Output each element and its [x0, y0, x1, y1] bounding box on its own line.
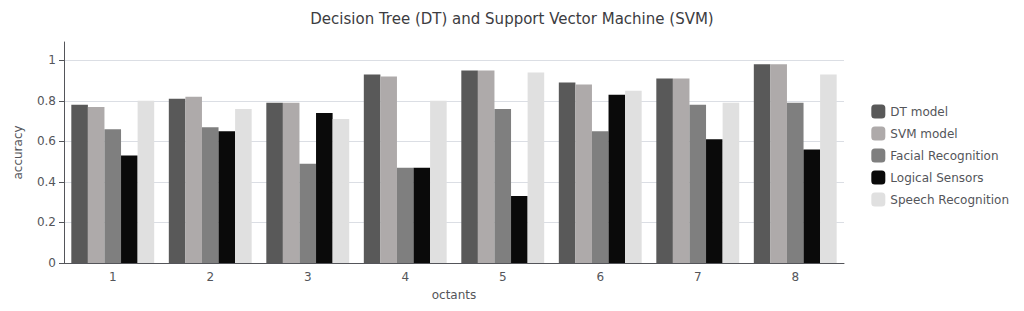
svg-text:accuracy: accuracy — [11, 125, 25, 179]
svg-text:Speech Recognition: Speech Recognition — [890, 193, 1009, 207]
svg-text:Logical Sensors: Logical Sensors — [890, 171, 983, 185]
svg-text:0.8: 0.8 — [37, 94, 56, 108]
svg-text:Facial Recognition: Facial Recognition — [890, 149, 998, 163]
svg-text:0: 0 — [48, 256, 56, 270]
svg-text:octants: octants — [432, 288, 477, 302]
svg-text:0.2: 0.2 — [37, 215, 56, 229]
svg-text:4: 4 — [401, 270, 409, 284]
svg-text:8: 8 — [791, 270, 799, 284]
svg-text:Decision Tree (DT) and Support: Decision Tree (DT) and Support Vector Ma… — [310, 10, 713, 28]
svg-text:7: 7 — [694, 270, 702, 284]
svg-text:0.4: 0.4 — [37, 175, 56, 189]
svg-text:SVM model: SVM model — [890, 127, 957, 141]
svg-text:5: 5 — [499, 270, 507, 284]
svg-text:DT model: DT model — [890, 105, 948, 119]
svg-text:1: 1 — [48, 53, 56, 67]
svg-text:2: 2 — [206, 270, 214, 284]
svg-text:0.6: 0.6 — [37, 134, 56, 148]
svg-text:1: 1 — [109, 270, 117, 284]
svg-text:3: 3 — [304, 270, 312, 284]
svg-text:6: 6 — [596, 270, 604, 284]
